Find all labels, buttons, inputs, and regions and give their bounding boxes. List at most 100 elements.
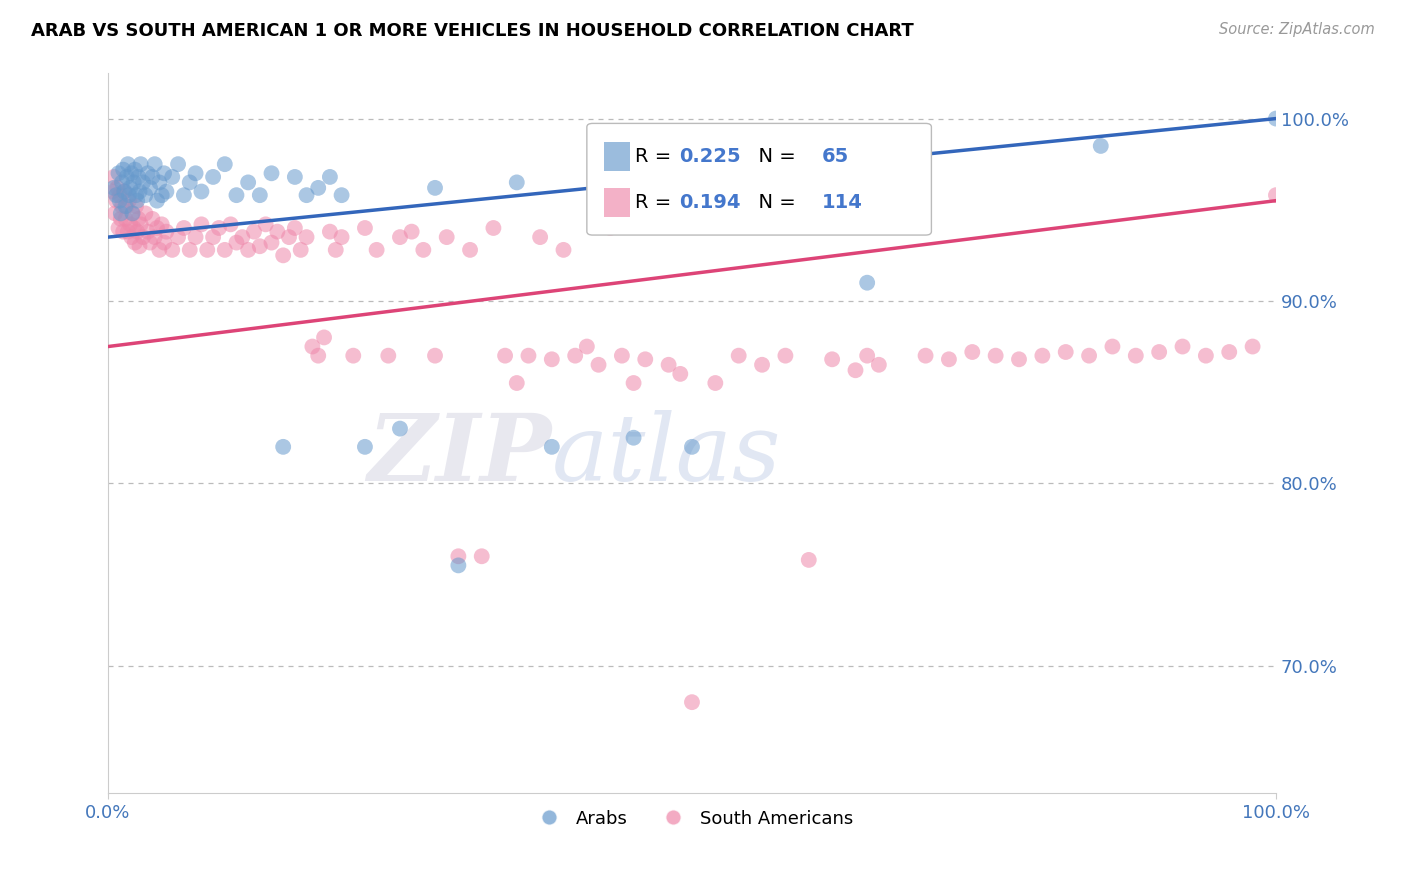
Point — [354, 440, 377, 454]
Point — [208, 221, 231, 235]
Point — [1008, 352, 1031, 367]
Point — [202, 230, 225, 244]
Point — [307, 349, 329, 363]
Point — [506, 376, 529, 390]
Point — [173, 188, 195, 202]
Point — [190, 185, 212, 199]
Point — [243, 225, 266, 239]
Point — [202, 169, 225, 184]
Point — [107, 221, 129, 235]
Point — [139, 181, 162, 195]
Point — [401, 225, 423, 239]
Point — [150, 218, 173, 232]
Point — [517, 349, 540, 363]
Point — [423, 349, 446, 363]
Point — [108, 188, 131, 202]
Point — [108, 194, 131, 208]
FancyBboxPatch shape — [605, 188, 630, 217]
Point — [1125, 349, 1147, 363]
Point — [1241, 339, 1264, 353]
Point — [115, 169, 138, 184]
Point — [1090, 139, 1112, 153]
Point — [1101, 339, 1123, 353]
Point — [423, 181, 446, 195]
Point — [155, 225, 177, 239]
Point — [821, 352, 844, 367]
Point — [184, 166, 207, 180]
Point — [125, 188, 148, 202]
Point — [118, 194, 141, 208]
Point — [623, 376, 645, 390]
Point — [132, 230, 155, 244]
Point — [141, 211, 163, 226]
FancyBboxPatch shape — [586, 123, 931, 235]
Point — [136, 166, 159, 180]
Text: 65: 65 — [821, 147, 849, 166]
Point — [260, 235, 283, 250]
Point — [104, 206, 127, 220]
Point — [436, 230, 458, 244]
Point — [342, 349, 364, 363]
Point — [412, 243, 434, 257]
Point — [1078, 349, 1101, 363]
Point — [115, 199, 138, 213]
Point — [124, 162, 146, 177]
Point — [118, 188, 141, 202]
Point — [366, 243, 388, 257]
Point — [141, 169, 163, 184]
Point — [284, 169, 307, 184]
Point — [129, 157, 152, 171]
Point — [129, 218, 152, 232]
Point — [319, 225, 342, 239]
Point — [124, 235, 146, 250]
Point — [105, 188, 128, 202]
Point — [844, 363, 866, 377]
Point — [225, 188, 247, 202]
Point — [254, 218, 277, 232]
Point — [564, 349, 586, 363]
Point — [775, 349, 797, 363]
Point — [575, 339, 598, 353]
Point — [1147, 345, 1170, 359]
Point — [260, 166, 283, 180]
Point — [704, 376, 727, 390]
Point — [290, 243, 312, 257]
Point — [284, 221, 307, 235]
Point — [122, 175, 145, 189]
Point — [1218, 345, 1240, 359]
FancyBboxPatch shape — [605, 142, 630, 170]
Point — [111, 199, 134, 213]
Point — [1265, 188, 1288, 202]
Point — [751, 358, 773, 372]
Text: 114: 114 — [821, 193, 862, 211]
Text: R =: R = — [634, 147, 678, 166]
Point — [139, 235, 162, 250]
Point — [173, 221, 195, 235]
Point — [312, 330, 335, 344]
Point — [120, 230, 142, 244]
Point — [146, 221, 169, 235]
Point — [588, 169, 610, 184]
Point — [121, 206, 143, 220]
Point — [120, 166, 142, 180]
Point — [658, 358, 681, 372]
Point — [125, 199, 148, 213]
Point — [494, 349, 516, 363]
Point — [599, 221, 621, 235]
Point — [112, 162, 135, 177]
Text: atlas: atlas — [551, 409, 782, 500]
Point — [984, 349, 1007, 363]
Point — [377, 349, 399, 363]
Point — [155, 185, 177, 199]
Point — [482, 221, 505, 235]
Text: 0.225: 0.225 — [679, 147, 741, 166]
Point — [1054, 345, 1077, 359]
Point — [325, 243, 347, 257]
Text: ARAB VS SOUTH AMERICAN 1 OR MORE VEHICLES IN HOUSEHOLD CORRELATION CHART: ARAB VS SOUTH AMERICAN 1 OR MORE VEHICLE… — [31, 22, 914, 40]
Point — [184, 230, 207, 244]
Point — [307, 181, 329, 195]
Point — [938, 352, 960, 367]
Point — [681, 440, 703, 454]
Point — [127, 169, 149, 184]
Point — [101, 185, 124, 199]
